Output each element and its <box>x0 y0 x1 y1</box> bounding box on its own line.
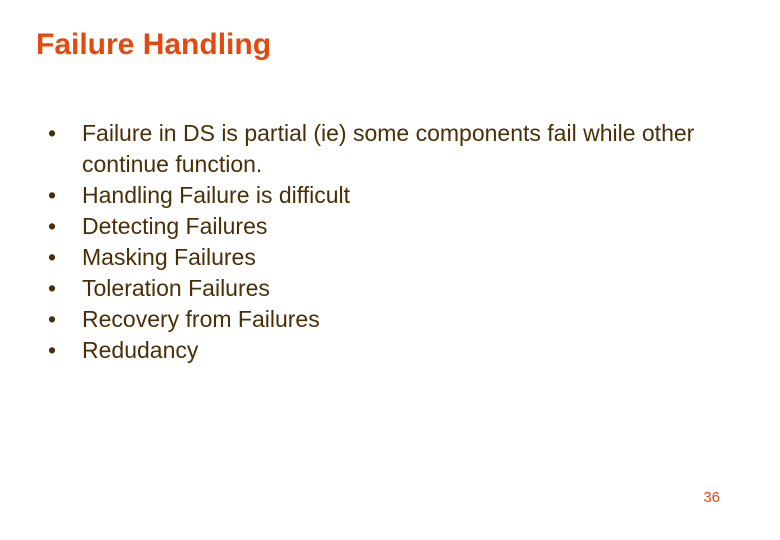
bullet-text: Recovery from Failures <box>82 304 744 335</box>
bullet-item: • Masking Failures <box>36 242 744 273</box>
bullet-marker-icon: • <box>36 273 82 304</box>
page-number: 36 <box>703 489 720 506</box>
bullet-marker-icon: • <box>36 335 82 366</box>
bullet-item: • Handling Failure is difficult <box>36 180 744 211</box>
bullet-item: • Detecting Failures <box>36 211 744 242</box>
bullet-marker-icon: • <box>36 180 82 211</box>
bullet-marker-icon: • <box>36 118 82 149</box>
bullet-marker-icon: • <box>36 211 82 242</box>
bullet-text: Masking Failures <box>82 242 744 273</box>
bullet-text: Detecting Failures <box>82 211 744 242</box>
slide-title: Failure Handling <box>36 28 744 62</box>
slide: Failure Handling • Failure in DS is part… <box>0 0 780 540</box>
bullet-marker-icon: • <box>36 242 82 273</box>
bullet-item: • Redudancy <box>36 335 744 366</box>
bullet-item: • Recovery from Failures <box>36 304 744 335</box>
bullet-text: Toleration Failures <box>82 273 744 304</box>
bullet-text: Failure in DS is partial (ie) some compo… <box>82 118 744 180</box>
bullet-item: • Failure in DS is partial (ie) some com… <box>36 118 744 180</box>
bullet-item: • Toleration Failures <box>36 273 744 304</box>
bullet-marker-icon: • <box>36 304 82 335</box>
bullet-list: • Failure in DS is partial (ie) some com… <box>36 118 744 366</box>
bullet-text: Redudancy <box>82 335 744 366</box>
bullet-text: Handling Failure is difficult <box>82 180 744 211</box>
